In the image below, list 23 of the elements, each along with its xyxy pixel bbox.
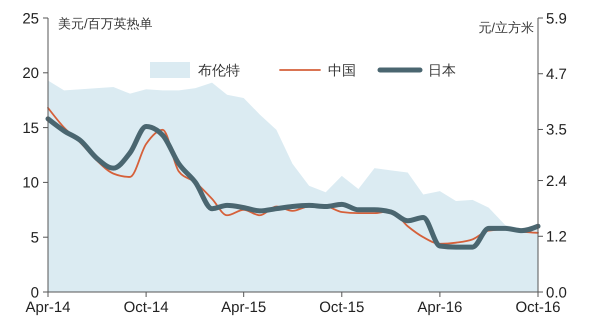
- y2-axis-title: 元/立方米: [478, 20, 534, 35]
- x-tick-label: Oct-16: [515, 299, 561, 316]
- legend-label: 日本: [428, 62, 456, 78]
- x-tick-label: Oct-14: [124, 299, 169, 316]
- y2-tick-label: 2.4: [546, 172, 567, 190]
- y2-tick-label: 5.9: [546, 10, 567, 28]
- y-tick-label: 5: [30, 229, 39, 246]
- y-tick-label: 20: [22, 65, 39, 82]
- x-tick-label: Oct-15: [319, 299, 364, 316]
- x-tick-label: Apr-14: [25, 299, 71, 316]
- y-axis-title: 美元/百万英热单: [58, 16, 153, 31]
- y-tick-label: 15: [22, 120, 39, 137]
- legend-label: 中国: [328, 62, 356, 78]
- y2-tick-label: 3.5: [546, 122, 567, 139]
- y2-tick-label: 4.7: [546, 66, 567, 83]
- y2-tick-label: 1.2: [546, 228, 567, 246]
- legend-label: 布伦特: [198, 62, 240, 78]
- y-tick-label: 0: [30, 284, 39, 302]
- y-tick-label: 25: [22, 10, 39, 28]
- x-tick-label: Apr-15: [221, 299, 266, 316]
- x-tick-label: Apr-16: [417, 299, 462, 316]
- y-tick-label: 10: [22, 174, 39, 192]
- y2-tick-label: 0.0: [546, 284, 567, 302]
